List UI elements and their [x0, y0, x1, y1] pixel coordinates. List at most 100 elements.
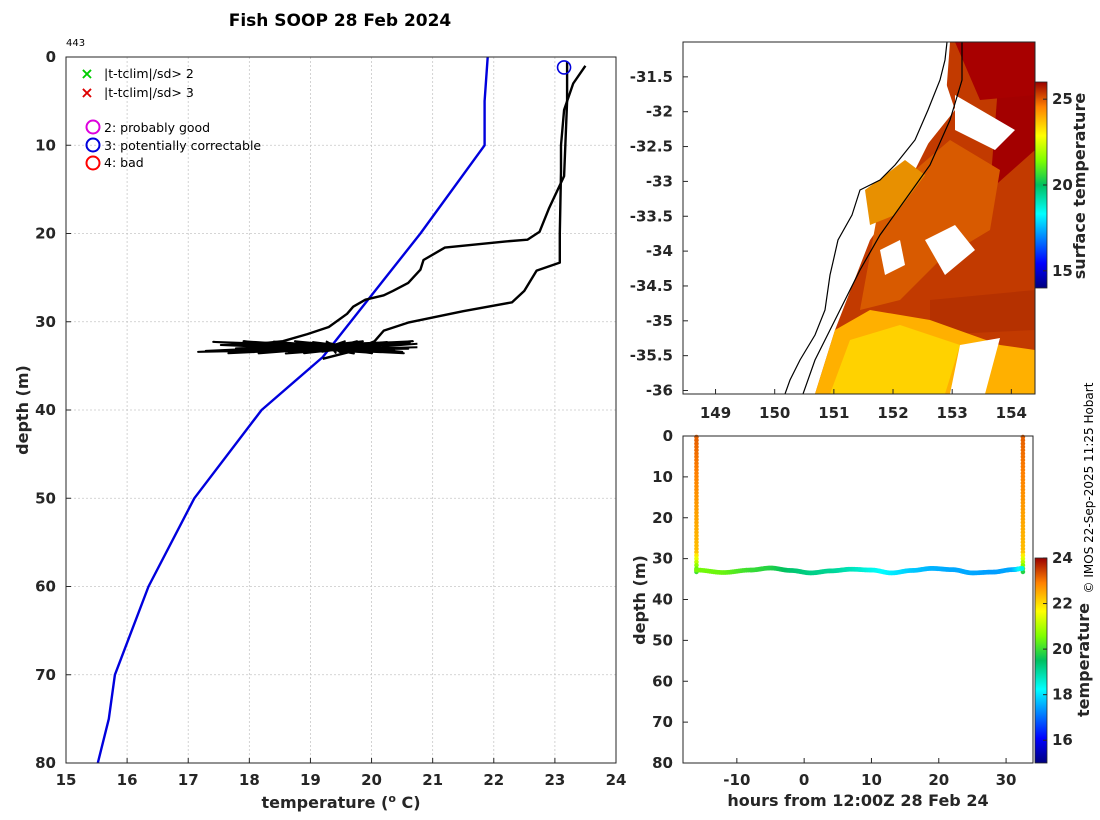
section-axes: -10 0 10 20 30 0 10 20 30 40 50 60 70 80 hours from 1…: [630, 427, 1093, 810]
section-cast-point: [1020, 477, 1026, 483]
profile-xtick-label: 20: [361, 771, 382, 789]
section-cast-point: [694, 523, 699, 529]
temp-colorbar-tick-label: 22: [1052, 595, 1073, 613]
section-xtick-label: 20: [928, 771, 949, 789]
section-cast-point: [694, 464, 699, 469]
section-cast-point: [1020, 467, 1026, 473]
temp-colorbar-tick-label: 16: [1052, 731, 1073, 749]
section-ytick-label: 50: [652, 631, 673, 649]
temp-colorbar-tick-label: 24: [1052, 549, 1073, 567]
map-ytick-label: -31.5: [630, 68, 673, 86]
section-cast-point: [694, 444, 699, 450]
section-ytick-label: 0: [663, 427, 673, 445]
sst-map: 149 150 151 152 153 154 -31.5 -32 -32.5 -33 -33.5 -…: [630, 41, 1089, 422]
section-cast-point: [694, 461, 699, 466]
figure-title: Fish SOOP 28 Feb 2024: [229, 11, 452, 31]
profile-grid: [66, 57, 616, 763]
map-field: [683, 42, 1035, 394]
map-ticks: 149 150 151 152 153 154 -31.5 -32 -32.5 -33 -33.5 -…: [630, 68, 1027, 422]
section-cast-point: [694, 507, 699, 512]
profile-xtick-label: 19: [300, 771, 321, 789]
section-cast-point: [694, 490, 699, 496]
section-cast-point: [694, 503, 699, 509]
shelf-contour: [802, 42, 963, 394]
profile-id: 443: [66, 38, 85, 49]
sst-cool-water: [830, 325, 960, 394]
section-cast-point: [1020, 543, 1026, 548]
profile-ticks: 15 16 17 18 19 20 21 22 23 24 0 10 20 30 40 50 60 70 80: [35, 48, 626, 789]
section-cast-point: [1020, 520, 1026, 525]
temp-colorbar-ticks: 16 18 20 22 24: [1043, 549, 1073, 749]
section-xtick-label: 0: [799, 771, 809, 789]
section-cast-point: [694, 520, 699, 525]
credit-text: © IMOS 22-Sep-2025 11:25 Hobart: [1082, 382, 1096, 593]
temp-colorbar-tick-label: 20: [1052, 640, 1073, 658]
map-ytick-label: -34.5: [630, 277, 673, 295]
map-xtick-label: 151: [818, 404, 849, 422]
profile-xlabel: temperature (o C): [261, 792, 420, 812]
section-cast-point: [694, 536, 699, 542]
section-ytick-label: 30: [652, 550, 673, 568]
section-cast-point: [1020, 516, 1026, 522]
section-xtick-label: 10: [861, 771, 882, 789]
section-cast-point: [1020, 447, 1026, 453]
section-cast-point: [1020, 559, 1026, 565]
section-cast-point: [1020, 461, 1026, 466]
section-cast-point: [1020, 493, 1026, 499]
map-ytick-label: -33.5: [630, 207, 673, 225]
section-cast-point: [694, 457, 699, 463]
map-xtick-label: 154: [996, 404, 1027, 422]
section-cast-point: [1020, 503, 1026, 509]
legend-label-sd2: |t-tclim|/sd> 2: [104, 66, 194, 81]
profile-xtick-label: 22: [483, 771, 504, 789]
section-xtick-label: -10: [723, 771, 750, 789]
map-ytick-label: -32.5: [630, 138, 673, 156]
section-cast-point: [1020, 454, 1026, 460]
profile-ytick-label: 20: [35, 225, 56, 243]
legend-marker-bad: [85, 155, 101, 171]
section-xtick-label: 30: [996, 771, 1017, 789]
coastline: [784, 42, 948, 394]
profile-xtick-label: 17: [178, 771, 199, 789]
section-cast-point: [1020, 500, 1026, 506]
profile-ytick-label: 10: [35, 136, 56, 154]
sst-colorbar-label: surface temperature: [1070, 93, 1089, 280]
legend-label-sd3: |t-tclim|/sd> 3: [104, 85, 194, 100]
section-cast-point: [1020, 523, 1026, 529]
section-cast-point: [1020, 464, 1026, 469]
profile-xtick-label: 16: [117, 771, 138, 789]
section-cast-point: [694, 487, 699, 492]
section-cast-point: [1020, 474, 1026, 479]
section-cast-point: [1020, 549, 1026, 555]
section-cast-point: [694, 441, 699, 446]
section-cast-point: [1020, 546, 1026, 552]
section-cast-point: [1020, 539, 1026, 545]
temp-colorbar: [1034, 557, 1048, 764]
legend-marker-sd2: ×: [80, 64, 93, 83]
sst-colorbar-tick-label: 20: [1052, 176, 1073, 194]
cloud-gap-north: [955, 95, 1015, 150]
section-cast-point: [1020, 441, 1026, 446]
map-xtick-label: 149: [700, 404, 731, 422]
section-cast-point: [1020, 451, 1026, 456]
profile-frame: [65, 56, 617, 764]
section-cast-point: [694, 546, 699, 552]
profile-series: [96, 57, 587, 763]
section-cast-point: [694, 559, 699, 565]
profile-xtick-label: 24: [606, 771, 627, 789]
map-ytick-label: -35: [646, 312, 673, 330]
legend-marker-correctable: [85, 137, 101, 153]
section-cast-point: [694, 553, 699, 558]
section-ytick-label: 40: [652, 591, 673, 609]
map-ytick-label: -32: [646, 103, 673, 121]
section-ylabel: depth (m): [630, 555, 649, 645]
profile-ytick-label: 0: [46, 48, 56, 66]
profile-xtick-label: 15: [56, 771, 77, 789]
profile-line-observed_envelope_cool: [249, 61, 569, 346]
section-cast-point: [1020, 556, 1026, 562]
section-cast-point: [694, 467, 699, 473]
section-cast-point: [694, 556, 699, 562]
section-cast-point: [694, 484, 699, 489]
section-cast-point: [694, 513, 699, 519]
